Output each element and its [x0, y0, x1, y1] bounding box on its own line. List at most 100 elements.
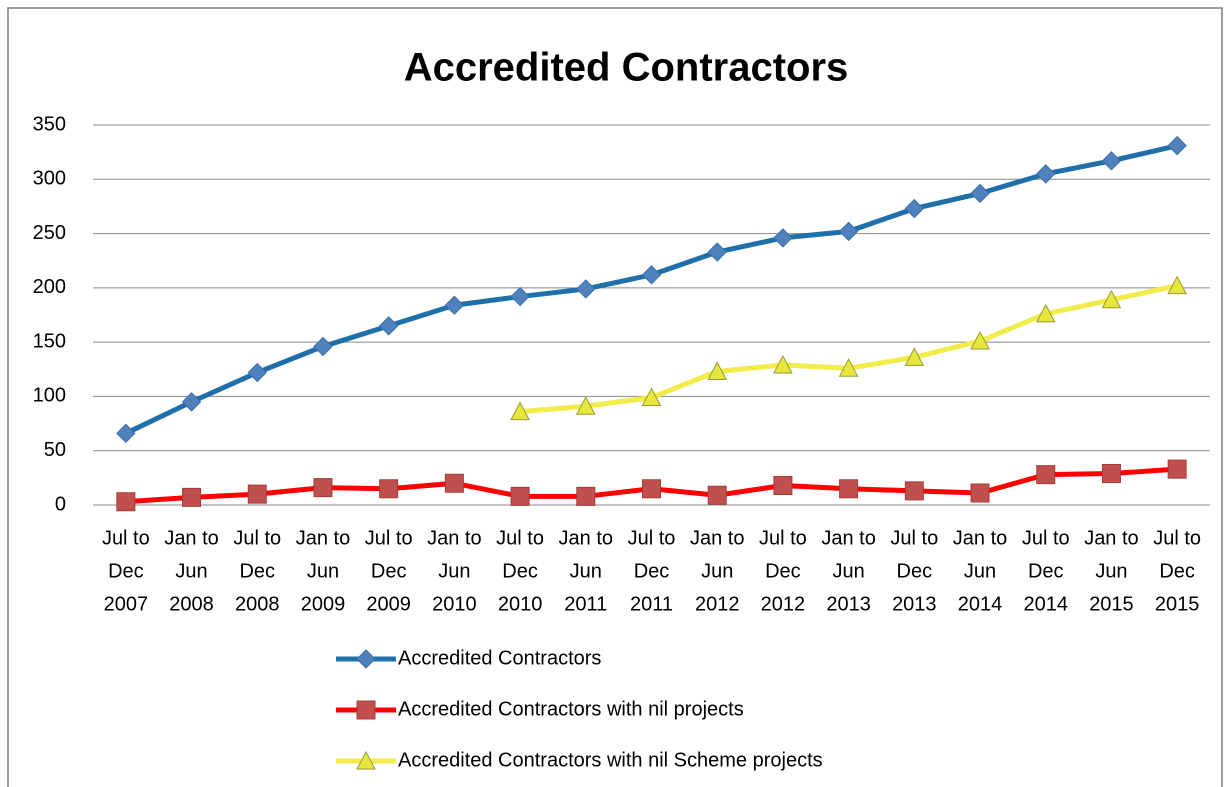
x-tick-label: 2015	[1089, 593, 1134, 615]
data-point	[444, 473, 464, 493]
x-tick-label: 2007	[104, 593, 149, 615]
x-tick-label: Jun	[964, 560, 996, 582]
x-tick-label: Jul to	[1022, 527, 1070, 549]
y-tick-label: 100	[33, 385, 66, 407]
x-tick-label: Jul to	[1153, 527, 1201, 549]
x-tick-label: Dec	[897, 560, 933, 582]
data-point	[641, 265, 662, 285]
x-tick-label: Jun	[701, 560, 733, 582]
data-point	[642, 479, 661, 499]
data-point	[576, 486, 596, 506]
data-point	[904, 481, 924, 501]
legend-label: Accredited Contractors with nil Scheme p…	[398, 749, 823, 771]
data-point	[575, 396, 596, 415]
x-tick-label: 2015	[1155, 593, 1200, 615]
x-tick-label: Dec	[765, 560, 801, 582]
x-tick-label: 2013	[892, 593, 937, 615]
data-point	[247, 362, 267, 383]
chart-title: Accredited Contractors	[404, 46, 849, 90]
data-point	[904, 347, 925, 366]
data-point	[1101, 289, 1122, 309]
x-tick-label: Jun	[570, 560, 602, 582]
x-tick-label: Jul to	[365, 527, 413, 549]
y-tick-label: 200	[33, 276, 66, 298]
x-tick-label: Jun	[438, 560, 470, 582]
data-point	[181, 392, 202, 412]
legend-marker	[356, 750, 376, 770]
x-tick-label: Jan to	[1084, 527, 1138, 549]
x-tick-label: Jul to	[890, 527, 938, 549]
data-point	[838, 358, 859, 377]
y-tick-label: 50	[44, 439, 66, 461]
legend-marker	[356, 700, 376, 720]
data-point	[970, 183, 990, 204]
x-tick-label: Jan to	[559, 527, 613, 549]
data-point	[773, 475, 793, 495]
x-tick-label: Jan to	[296, 527, 350, 549]
data-point	[1167, 275, 1187, 295]
data-point	[576, 279, 596, 299]
x-tick-label: 2011	[630, 593, 673, 615]
data-point	[773, 228, 793, 248]
data-point	[839, 479, 859, 499]
x-tick-label: 2009	[366, 593, 411, 615]
data-point	[378, 316, 399, 336]
data-point	[182, 487, 202, 507]
x-tick-label: 2012	[695, 593, 740, 615]
data-point	[1167, 135, 1187, 156]
data-point	[116, 492, 136, 512]
y-tick-label: 350	[33, 113, 66, 135]
data-point	[773, 354, 793, 374]
data-point	[1036, 465, 1056, 485]
data-point	[970, 330, 990, 350]
x-tick-label: Dec	[1028, 560, 1064, 582]
chart-frame	[7, 7, 1223, 787]
y-tick-label: 0	[55, 493, 66, 515]
data-point	[1035, 303, 1056, 323]
x-tick-label: Dec	[634, 560, 670, 582]
data-point	[313, 478, 333, 498]
x-tick-label: 2011	[564, 593, 607, 615]
x-tick-label: Jun	[832, 560, 864, 582]
x-tick-label: 2008	[235, 593, 280, 615]
x-tick-label: Jul to	[759, 527, 807, 549]
x-tick-label: Jul to	[102, 527, 150, 549]
data-point	[379, 479, 399, 499]
data-point	[444, 295, 465, 315]
x-tick-label: Dec	[239, 560, 275, 582]
x-tick-label: Jan to	[690, 527, 744, 549]
x-tick-label: Jul to	[628, 527, 676, 549]
data-point	[510, 486, 530, 506]
data-point	[1036, 164, 1056, 184]
data-point	[1101, 151, 1122, 171]
x-tick-label: 2014	[1023, 593, 1068, 615]
x-tick-label: Jan to	[427, 527, 481, 549]
x-tick-label: Jun	[307, 560, 339, 582]
data-point	[641, 387, 662, 407]
x-tick-label: Jan to	[821, 527, 875, 549]
data-point	[510, 401, 530, 421]
x-tick-label: Jan to	[953, 527, 1007, 549]
data-point	[1167, 459, 1187, 479]
y-tick-label: 150	[33, 330, 66, 352]
x-tick-label: Jan to	[164, 527, 218, 549]
y-tick-label: 300	[33, 168, 66, 190]
data-point	[313, 336, 333, 357]
data-point	[707, 485, 727, 505]
x-tick-label: Jul to	[496, 527, 544, 549]
data-point	[970, 483, 990, 503]
x-tick-label: 2012	[761, 593, 806, 615]
x-tick-label: 2010	[498, 593, 543, 615]
x-tick-label: Jul to	[233, 527, 281, 549]
legend-label: Accredited Contractors	[398, 647, 601, 669]
x-tick-label: Jun	[1095, 560, 1127, 582]
x-tick-label: 2013	[826, 593, 871, 615]
y-tick-label: 250	[33, 222, 66, 244]
x-tick-label: 2008	[169, 593, 214, 615]
x-tick-label: Dec	[371, 560, 407, 582]
x-tick-label: Dec	[502, 560, 538, 582]
data-point	[904, 198, 925, 219]
x-tick-label: 2009	[301, 593, 346, 615]
x-tick-label: 2014	[958, 593, 1003, 615]
